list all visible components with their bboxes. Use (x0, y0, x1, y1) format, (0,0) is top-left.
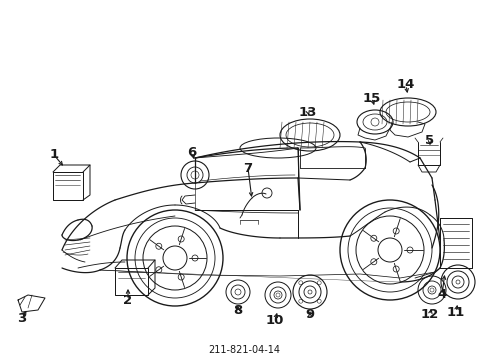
Text: 12: 12 (420, 309, 438, 321)
Circle shape (235, 289, 241, 295)
Circle shape (392, 228, 398, 234)
Text: 11: 11 (446, 306, 464, 319)
Circle shape (307, 290, 311, 294)
Circle shape (392, 266, 398, 272)
Text: 3: 3 (18, 311, 26, 324)
Circle shape (192, 255, 198, 261)
Text: 8: 8 (233, 303, 242, 316)
Text: 14: 14 (396, 78, 414, 91)
Text: 1: 1 (49, 148, 59, 162)
Circle shape (406, 247, 412, 253)
Text: 13: 13 (298, 105, 317, 118)
Circle shape (370, 235, 376, 241)
Text: 7: 7 (243, 162, 252, 175)
Circle shape (275, 293, 280, 297)
Circle shape (156, 267, 162, 273)
Text: 15: 15 (362, 91, 380, 104)
Text: 9: 9 (305, 309, 314, 321)
Text: 2: 2 (123, 293, 132, 306)
Text: 10: 10 (265, 314, 284, 327)
Circle shape (370, 259, 376, 265)
Circle shape (178, 274, 184, 280)
Text: 5: 5 (425, 134, 434, 147)
Circle shape (429, 288, 433, 292)
Text: 4: 4 (436, 288, 446, 302)
Text: 6: 6 (187, 145, 196, 158)
Circle shape (178, 236, 184, 242)
Circle shape (156, 243, 162, 249)
Circle shape (455, 280, 459, 284)
Text: 211-821-04-14: 211-821-04-14 (207, 345, 280, 355)
